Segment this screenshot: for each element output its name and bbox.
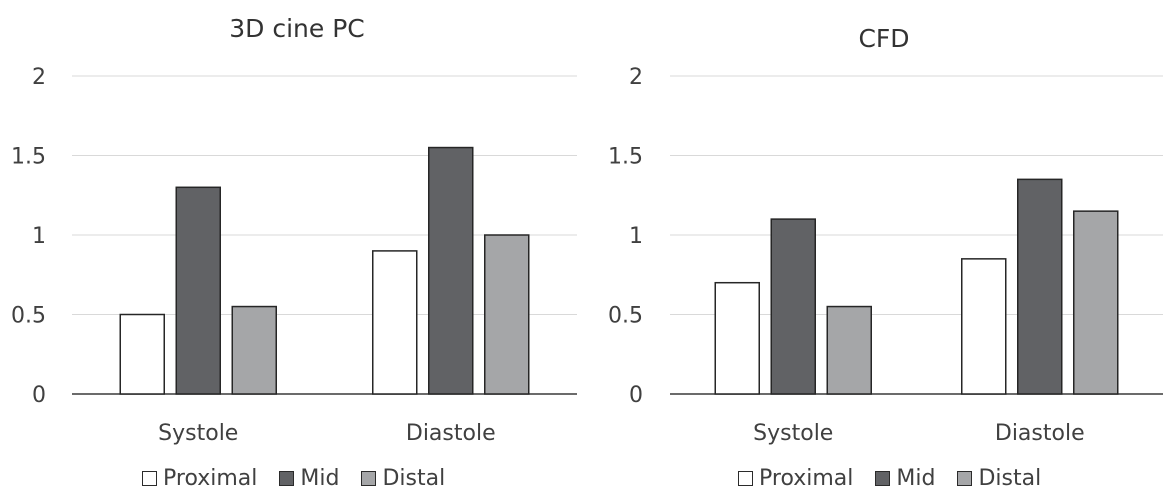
legend-label-proximal: Proximal (163, 465, 258, 491)
chart-legend: Proximal Mid Distal (738, 466, 1041, 491)
legend-swatch-distal (957, 470, 973, 486)
y-tick-label: 2 (32, 65, 46, 90)
chart-panel-3d-cine-pc: 3D cine PC 0 0.5 1 1.5 2 Systole Diastole Prox… (0, 0, 582, 491)
x-category-label: Diastole (406, 421, 496, 446)
y-tick-label: 0.5 (11, 304, 46, 329)
legend-swatch-mid (279, 470, 295, 486)
bar-systole-distal (231, 305, 277, 395)
bar-diastole-mid (428, 146, 474, 395)
legend-swatch-mid (875, 470, 891, 486)
chart-legend: Proximal Mid Distal (142, 466, 445, 491)
chart-panel-cfd: CFD 0 0.5 1 1.5 2 Systole Diastole Proximal Mi… (583, 0, 1165, 491)
y-tick-label: 0 (32, 383, 46, 408)
bar-diastole-distal (1073, 210, 1119, 395)
y-tick-label: 1 (629, 224, 643, 249)
y-tick-label: 1.5 (11, 145, 46, 170)
y-tick-label: 1 (32, 224, 46, 249)
bar-chart-3d-cine-pc: 0 0.5 1 1.5 2 Systole Diastole (11, 65, 577, 446)
y-tick-label: 0.5 (608, 304, 643, 329)
legend-item-mid: Mid (279, 466, 339, 491)
bar-systole-distal (826, 305, 872, 395)
legend-label-distal: Distal (978, 465, 1042, 491)
legend-label-mid: Mid (896, 465, 936, 491)
bar-systole-mid (175, 186, 221, 395)
legend-item-distal: Distal (957, 466, 1041, 491)
x-category-label: Diastole (995, 421, 1085, 446)
legend-item-mid: Mid (875, 466, 935, 491)
bar-diastole-mid (1017, 178, 1063, 395)
y-tick-label: 0 (629, 383, 643, 408)
bar-diastole-proximal (961, 258, 1007, 395)
legend-swatch-proximal (738, 470, 753, 486)
legend-item-proximal: Proximal (142, 466, 257, 491)
bar-chart-cfd: 0 0.5 1 1.5 2 Systole Diastole (608, 65, 1163, 446)
bar-diastole-proximal (372, 250, 418, 395)
legend-label-distal: Distal (382, 465, 446, 491)
legend-swatch-proximal (142, 470, 157, 486)
legend-label-proximal: Proximal (759, 465, 854, 491)
y-tick-label: 1.5 (608, 145, 643, 170)
y-tick-label: 2 (629, 65, 643, 90)
legend-item-distal: Distal (361, 466, 445, 491)
chart-title: CFD (858, 24, 910, 53)
bar-systole-proximal (714, 281, 760, 395)
chart-title: 3D cine PC (229, 14, 365, 43)
x-category-label: Systole (753, 421, 833, 446)
bar-diastole-distal (484, 234, 530, 395)
bar-systole-proximal (119, 313, 165, 395)
legend-item-proximal: Proximal (738, 466, 853, 491)
bar-systole-mid (770, 218, 816, 395)
legend-swatch-distal (361, 470, 377, 486)
legend-label-mid: Mid (300, 465, 340, 491)
x-category-label: Systole (158, 421, 238, 446)
